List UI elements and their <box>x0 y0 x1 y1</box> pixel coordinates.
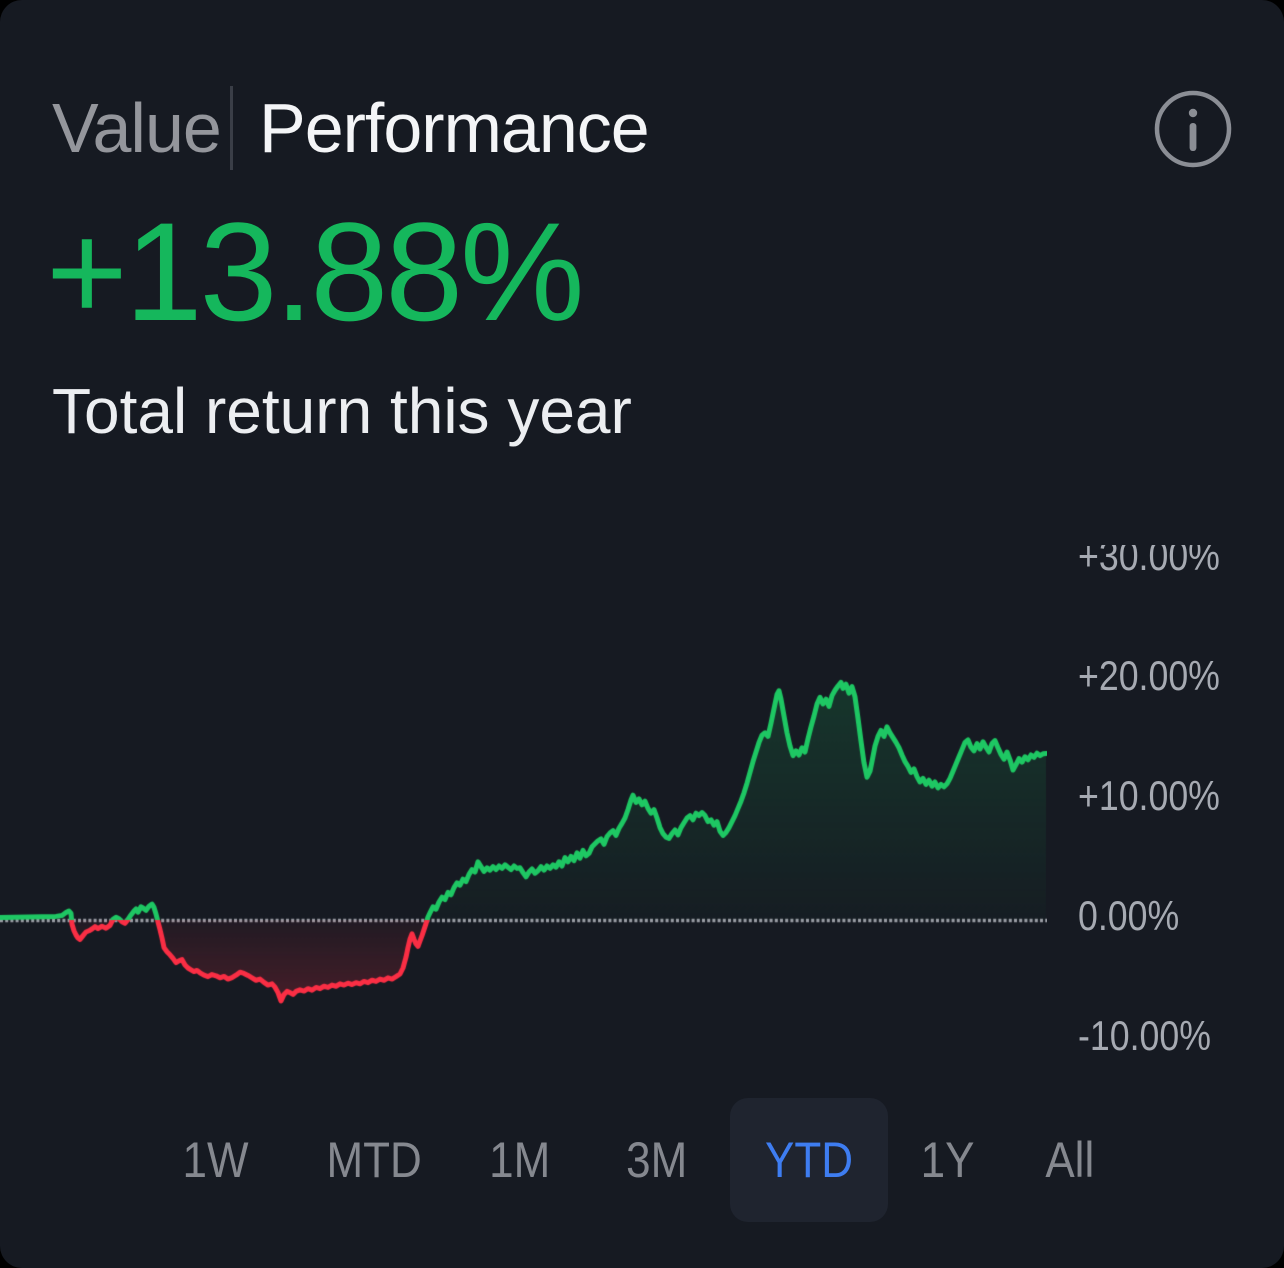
range-button-1m[interactable]: 1M <box>450 1098 590 1222</box>
y-tick-30: +30.00% <box>1078 545 1220 579</box>
range-selector: 1W MTD 1M 3M YTD 1Y All <box>0 1098 1284 1222</box>
y-tick-10: +10.00% <box>1078 772 1220 819</box>
range-button-1y[interactable]: 1Y <box>878 1098 1018 1222</box>
total-return-value: +13.88% <box>46 193 585 350</box>
range-button-ytd[interactable]: YTD <box>730 1098 888 1222</box>
total-return-caption: Total return this year <box>52 375 632 447</box>
y-tick-20: +20.00% <box>1078 652 1220 699</box>
y-tick-0: 0.00% <box>1078 892 1180 939</box>
info-icon-glyph <box>1154 90 1232 168</box>
performance-chart[interactable]: +30.00% +20.00% +10.00% 0.00% -10.00% <box>0 545 1284 1080</box>
range-button-label: YTD <box>765 1132 853 1188</box>
range-button-label: All <box>1045 1132 1095 1188</box>
info-icon[interactable] <box>1152 88 1234 170</box>
range-button-mtd[interactable]: MTD <box>304 1098 444 1222</box>
range-button-3m[interactable]: 3M <box>587 1098 727 1222</box>
range-button-label: MTD <box>326 1132 422 1188</box>
tab-performance[interactable]: Performance <box>259 89 650 167</box>
range-button-1w[interactable]: 1W <box>145 1098 285 1222</box>
tab-value[interactable]: Value <box>52 89 222 167</box>
range-button-label: 1W <box>182 1132 248 1188</box>
tab-divider <box>230 86 233 170</box>
range-button-label: 1M <box>489 1132 551 1188</box>
range-button-label: 3M <box>626 1132 688 1188</box>
chart-canvas[interactable] <box>0 545 1047 1080</box>
range-button-all[interactable]: All <box>1000 1098 1140 1222</box>
y-tick--10: -10.00% <box>1078 1012 1211 1059</box>
range-button-label: 1Y <box>921 1132 975 1188</box>
